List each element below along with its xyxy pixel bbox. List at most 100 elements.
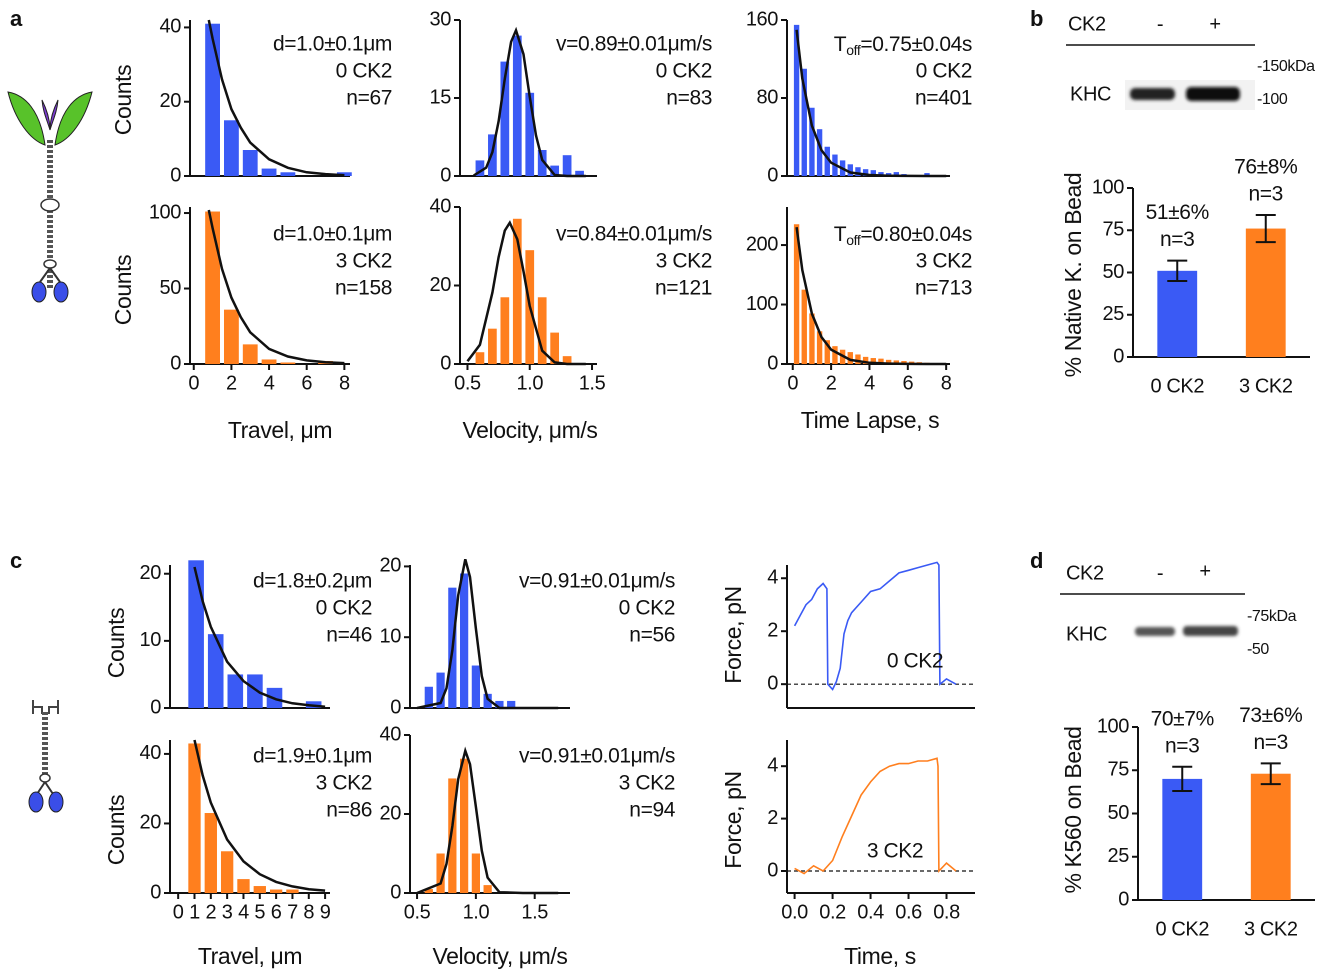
histogram-bar [460,573,469,708]
x-tick-label: 1.5 [579,372,606,394]
annotation: d=1.0±0.1μm [273,223,392,246]
x-tick-label: 1.0 [463,901,490,923]
x-axis-label: Velocity, μm/s [432,943,567,969]
histogram-bar [809,107,815,176]
n-label: n=3 [1160,228,1194,251]
x-tick-label: 6 [902,372,913,394]
histogram-bar [205,23,220,177]
y-tick-label: 0 [390,696,401,718]
fit-curve [207,209,345,365]
y-axis-label: Counts [103,608,129,678]
annotation: n=67 [346,87,392,110]
annotation-part: =0.75±0.04s [860,33,972,56]
histogram-bar [893,360,899,364]
histogram-bar [870,170,876,176]
x-tick-label: 2 [826,372,837,394]
x-tick-label: 8 [941,372,952,394]
annotation: 3 CK2 [867,840,923,863]
histogram-bar [575,170,584,176]
annotation: v=0.91±0.01μm/s [519,570,675,593]
histogram-bar [247,674,263,708]
histogram-bar [824,146,830,176]
y-tick-label: 0 [440,164,451,186]
annotation: 0 CK2 [336,60,392,83]
histogram-bar [286,889,299,893]
histogram-bar [483,885,492,893]
error-bar [1255,214,1276,244]
histogram-bar [261,168,277,176]
annotation: 0 CK2 [887,650,943,673]
x-tick-label: 3 CK2 [1239,375,1293,397]
histogram-bar [488,328,497,364]
annotation: v=0.89±0.01μm/s [556,33,712,56]
y-tick-label: 160 [746,8,778,30]
annotation: 3 CK2 [916,250,972,273]
x-tick-label: 0.4 [857,901,884,923]
annotation: d=1.8±0.2μm [253,570,372,593]
annotation: n=158 [335,277,392,300]
histogram-bar [885,173,892,176]
annotation: 0 CK2 [316,597,372,620]
blot-header: CK2 [1068,13,1106,35]
x-tick-label: 0.5 [404,901,431,923]
histogram-bar [269,889,283,893]
histogram-bar [471,853,480,893]
histogram-bar [475,160,485,176]
histogram-bar [436,853,445,893]
y-tick-label: 100 [746,293,778,315]
x-tick-label: 0.6 [895,901,922,923]
y-tick-label: 40 [380,723,402,745]
histogram-bar [793,24,800,176]
y-tick-label: 20 [380,802,402,824]
annotation: v=0.91±0.01μm/s [519,745,675,768]
x-tick-label: 0.5 [454,372,481,394]
histogram-bar [205,211,220,364]
histogram-bar [537,150,547,176]
lane-label: + [1209,13,1220,35]
annotation: n=83 [666,87,712,110]
force-trace [793,561,957,691]
panel-label: a [10,6,23,31]
error-bar [1260,762,1281,786]
annotation: 3 CK2 [619,772,675,795]
western-blot: CK2 - + KHC -75kDa -50 [1060,560,1297,658]
lane-label: - [1157,13,1163,35]
x-tick-label: 3 [222,901,233,923]
bar [1245,228,1286,357]
histogram-bar [562,356,572,364]
y-tick-label: 0 [767,164,778,186]
histogram-bar [471,665,480,708]
histogram-bar [188,560,204,708]
y-axis-label: % K560 on Bead [1060,726,1086,893]
n-label: n=3 [1254,731,1288,754]
histogram-bar [885,359,892,364]
y-tick-label: 2 [767,807,778,829]
histogram-bar [525,92,535,176]
histogram-bar [847,352,853,364]
annotation: n=401 [915,87,972,110]
x-tick-label: 4 [264,372,275,394]
histogram-bar [188,743,201,893]
y-tick-label: 0 [1113,345,1124,367]
annotation: 0 CK2 [619,597,675,620]
y-tick-label: 40 [140,742,162,764]
force-trace [794,757,957,875]
value-label: 70±7% [1151,707,1214,730]
y-tick-label: 0 [170,164,181,186]
histogram-bar [801,289,807,364]
y-tick-label: 0 [767,352,778,374]
histogram-bar [224,309,239,364]
histogram-bar [483,693,492,708]
x-tick-label: 0 CK2 [1155,918,1209,940]
annotation: Toff=0.80±0.04s [834,223,972,248]
x-tick-label: 5 [254,901,265,923]
annotation-part: =0.80±0.04s [860,223,972,246]
annotation-subscript: off [846,232,861,248]
annotation-subscript: off [846,42,861,58]
histogram-bar [893,172,899,176]
western-blot: CK2 - + KHC -150kDa -100 [1066,13,1316,110]
histogram-bar [878,358,884,364]
histogram-bar [224,120,239,176]
protein-label: KHC [1066,623,1107,645]
y-axis-label: Counts [103,795,129,865]
